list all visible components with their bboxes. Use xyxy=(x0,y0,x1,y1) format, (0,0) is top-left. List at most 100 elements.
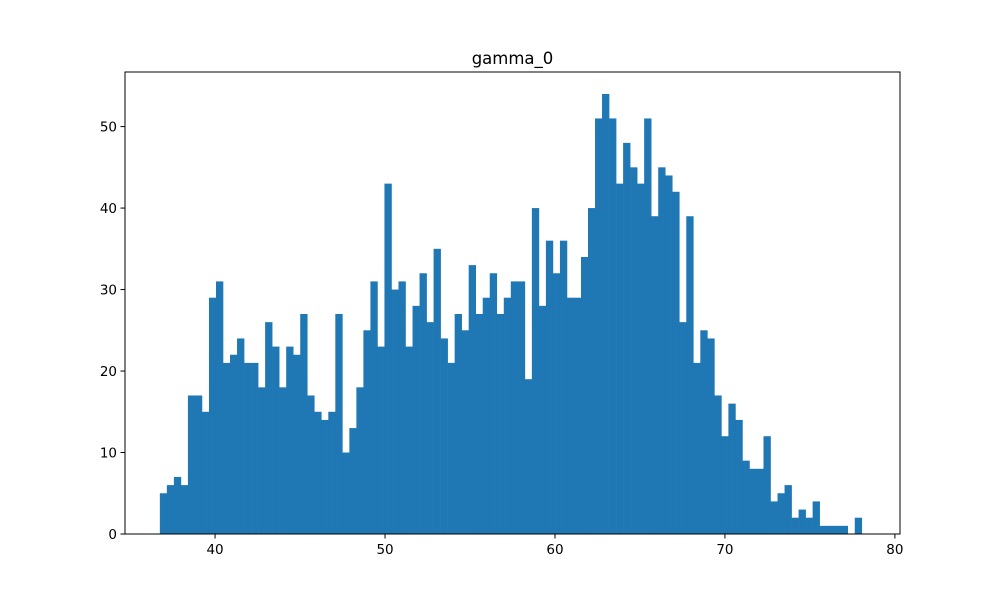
x-tick-label: 50 xyxy=(376,542,393,558)
histogram-bar xyxy=(237,338,245,534)
plot-frame xyxy=(124,71,901,535)
x-axis-ticks: 40 50 60 70 80 xyxy=(206,534,903,558)
histogram-bar xyxy=(215,281,224,534)
histogram-bar xyxy=(300,314,308,534)
histogram-bar xyxy=(573,297,582,534)
y-tick-label: 20 xyxy=(100,364,117,380)
histogram-bar xyxy=(496,314,505,534)
histogram-bar xyxy=(826,525,834,534)
histogram-bar xyxy=(201,411,210,534)
histogram-bar xyxy=(588,208,596,534)
histogram-bar xyxy=(623,142,631,534)
histogram-bar xyxy=(651,216,659,534)
histogram-bar xyxy=(503,297,512,534)
histogram-bar xyxy=(805,517,813,534)
histogram-bar xyxy=(679,322,687,534)
histogram-bar xyxy=(223,362,231,534)
histogram-bar xyxy=(819,525,827,534)
histogram-bar xyxy=(412,305,420,534)
histogram-bar xyxy=(616,183,624,534)
histogram-bar xyxy=(728,403,736,534)
histogram-bar xyxy=(321,419,329,534)
histogram-bar xyxy=(489,273,498,534)
x-tick-label: 80 xyxy=(886,542,903,558)
histogram-bar xyxy=(370,281,378,534)
histogram-bar xyxy=(363,330,371,534)
histogram-bar xyxy=(426,322,434,534)
histogram-bar xyxy=(447,362,455,534)
histogram-bar xyxy=(742,460,750,534)
histogram-bar xyxy=(566,297,575,534)
histogram-bar xyxy=(391,289,399,534)
histogram-bar xyxy=(791,517,799,534)
histogram-bar xyxy=(686,216,694,534)
histogram-bar xyxy=(342,452,350,534)
histogram-bar xyxy=(173,476,182,534)
histogram-bar xyxy=(419,273,427,534)
histogram-bar xyxy=(166,485,175,534)
histogram-bar xyxy=(454,314,462,534)
histogram-bar xyxy=(756,468,764,534)
histogram-bar xyxy=(208,297,217,534)
histogram-bar xyxy=(749,468,757,534)
histogram-bar xyxy=(335,314,343,534)
histogram-bar xyxy=(265,322,273,534)
x-tick-label: 40 xyxy=(206,542,223,558)
histogram-bar xyxy=(665,175,673,534)
y-tick-label: 10 xyxy=(100,446,117,462)
histogram-bar xyxy=(180,485,189,534)
histogram-bar xyxy=(672,191,680,534)
histogram-bar xyxy=(475,314,484,534)
histogram-bar xyxy=(258,387,266,534)
histogram-bar xyxy=(693,362,701,534)
histogram-bar xyxy=(461,330,469,534)
histogram-bar xyxy=(356,387,364,534)
histogram-bar xyxy=(721,436,729,534)
histogram-bar xyxy=(833,525,842,534)
histogram-bar xyxy=(538,305,547,534)
histogram-bar xyxy=(279,387,287,534)
histogram-bar xyxy=(482,297,491,534)
histogram-bar xyxy=(398,281,406,534)
histogram-bar xyxy=(735,419,743,534)
histogram-bar xyxy=(595,118,603,534)
histogram-bar xyxy=(707,338,715,534)
histogram-bar xyxy=(602,94,610,534)
histogram-bar xyxy=(812,501,820,534)
histogram-bar xyxy=(714,395,722,534)
histogram-bar xyxy=(798,509,806,534)
histogram-bar xyxy=(630,167,638,535)
histogram-bar xyxy=(637,183,645,534)
histogram-bar xyxy=(272,346,280,534)
histogram-bar xyxy=(580,256,589,534)
x-tick-label: 60 xyxy=(546,542,563,558)
histogram-bar xyxy=(187,395,196,534)
histogram-bar xyxy=(700,330,708,534)
y-tick-label: 30 xyxy=(100,283,117,299)
histogram-bar xyxy=(784,485,792,534)
histogram-bar xyxy=(517,281,526,534)
histogram-bar xyxy=(314,411,322,534)
histogram-bar xyxy=(559,240,568,534)
histogram-bar xyxy=(770,501,778,534)
histogram-bar xyxy=(468,265,477,534)
histogram-bar xyxy=(609,118,617,534)
histogram-bar xyxy=(763,436,771,534)
y-tick-label: 50 xyxy=(100,120,117,136)
y-tick-label: 0 xyxy=(108,527,117,543)
histogram-bar xyxy=(286,346,294,534)
x-tick-label: 70 xyxy=(716,542,733,558)
histogram-bar xyxy=(159,493,168,534)
histogram-bar xyxy=(644,118,652,534)
histogram-bar xyxy=(552,273,561,534)
histogram-bar xyxy=(440,338,448,534)
y-tick-label: 40 xyxy=(100,201,117,217)
histogram-bar xyxy=(854,517,863,534)
histogram-bar xyxy=(293,354,301,534)
histogram-bar xyxy=(777,493,785,534)
histogram-bar xyxy=(433,248,441,534)
bars-group xyxy=(159,94,863,535)
histogram-bar xyxy=(658,167,666,535)
histogram-bar xyxy=(840,525,849,534)
